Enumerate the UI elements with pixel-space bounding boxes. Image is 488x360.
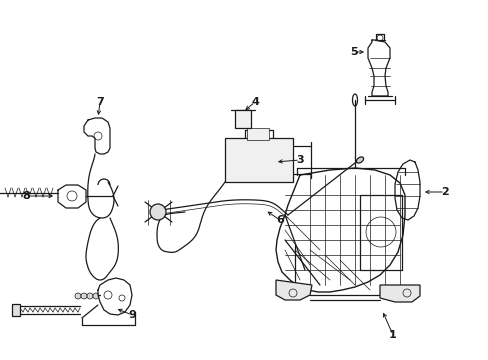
Circle shape (81, 293, 87, 299)
Text: 1: 1 (388, 330, 396, 340)
Circle shape (150, 204, 165, 220)
Polygon shape (379, 285, 419, 302)
Text: 3: 3 (296, 155, 303, 165)
FancyBboxPatch shape (246, 128, 268, 140)
Text: 8: 8 (22, 191, 30, 201)
Text: 4: 4 (250, 97, 259, 107)
Text: 6: 6 (276, 215, 284, 225)
Circle shape (93, 293, 99, 299)
Circle shape (75, 293, 81, 299)
Text: 7: 7 (96, 97, 103, 107)
Text: 2: 2 (440, 187, 448, 197)
FancyBboxPatch shape (235, 110, 250, 128)
Polygon shape (275, 280, 311, 300)
Text: 5: 5 (349, 47, 357, 57)
Circle shape (87, 293, 93, 299)
FancyBboxPatch shape (12, 304, 20, 316)
Text: 9: 9 (128, 310, 136, 320)
Ellipse shape (356, 157, 363, 163)
FancyBboxPatch shape (224, 138, 292, 182)
